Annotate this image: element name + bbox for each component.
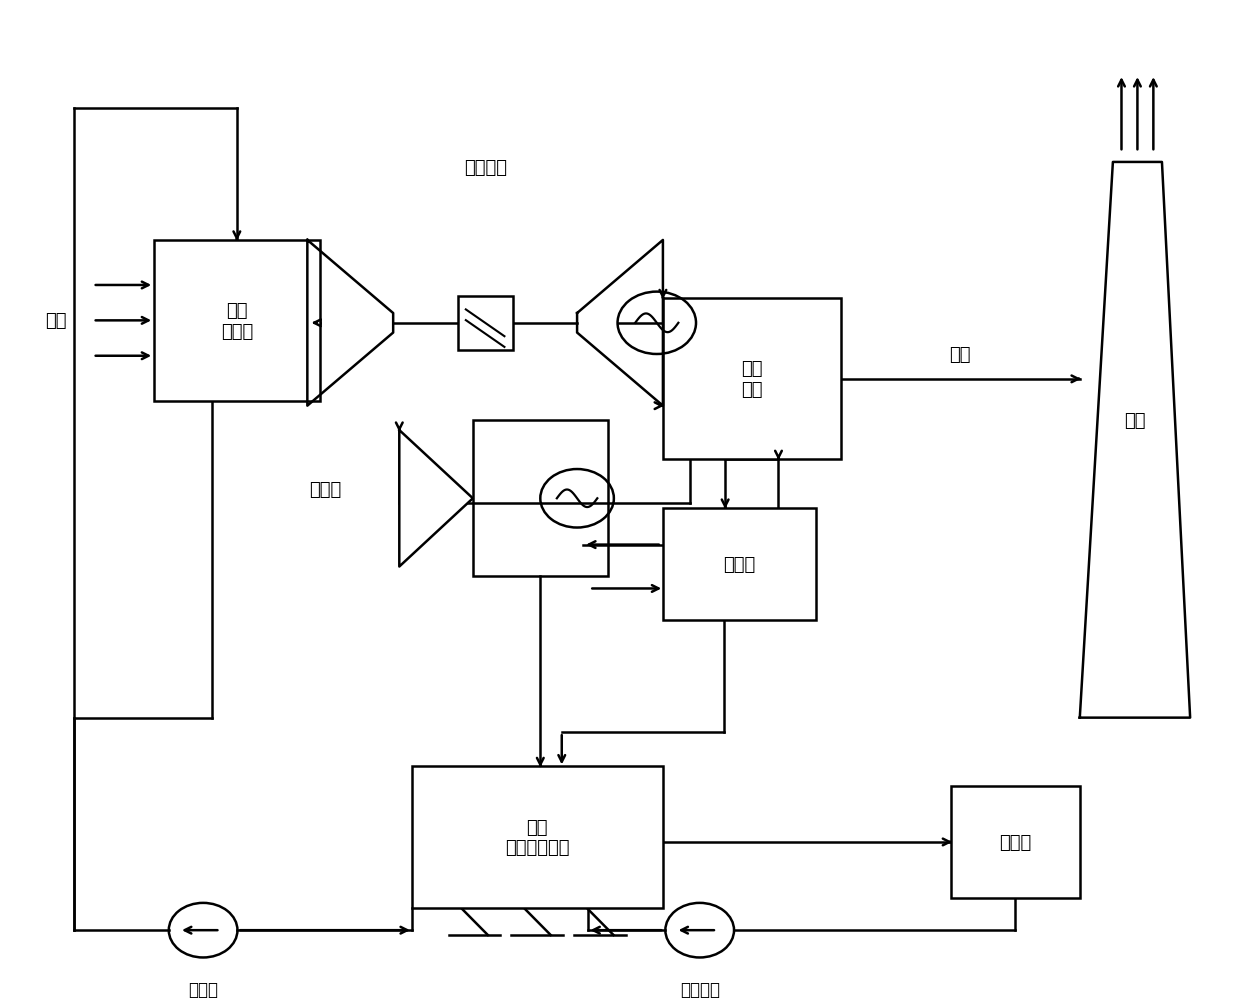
FancyBboxPatch shape bbox=[472, 421, 608, 577]
Polygon shape bbox=[1080, 162, 1190, 718]
FancyBboxPatch shape bbox=[154, 241, 320, 401]
Text: 空气: 空气 bbox=[45, 312, 67, 330]
Polygon shape bbox=[308, 241, 393, 406]
Polygon shape bbox=[399, 430, 472, 567]
Text: 燃气轮机: 燃气轮机 bbox=[464, 158, 507, 177]
Text: 冷水泵: 冷水泵 bbox=[188, 980, 218, 998]
Text: 蒸汽
渴化锂制冷机: 蒸汽 渴化锂制冷机 bbox=[505, 817, 569, 857]
Text: 烟气: 烟气 bbox=[950, 346, 971, 364]
Text: 余热
锅炉: 余热 锅炉 bbox=[742, 360, 763, 399]
Text: 凝汽器: 凝汽器 bbox=[723, 556, 755, 574]
FancyBboxPatch shape bbox=[458, 297, 512, 350]
Text: 冷却水泵: 冷却水泵 bbox=[680, 980, 719, 998]
FancyBboxPatch shape bbox=[951, 786, 1080, 898]
FancyBboxPatch shape bbox=[412, 766, 663, 908]
FancyBboxPatch shape bbox=[663, 299, 841, 459]
Polygon shape bbox=[577, 241, 663, 406]
Text: 汽轮机: 汽轮机 bbox=[310, 480, 342, 498]
FancyBboxPatch shape bbox=[663, 509, 816, 621]
Text: 空气
换热器: 空气 换热器 bbox=[221, 302, 253, 340]
Text: 烟囱: 烟囱 bbox=[1125, 412, 1146, 430]
Text: 冷却塔: 冷却塔 bbox=[999, 833, 1032, 852]
